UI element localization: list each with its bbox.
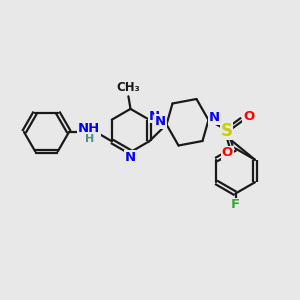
Text: NH: NH	[78, 122, 100, 135]
Text: CH₃: CH₃	[116, 81, 140, 94]
Text: N: N	[148, 110, 160, 123]
Text: N: N	[124, 151, 136, 164]
Text: H: H	[85, 134, 94, 144]
Text: N: N	[155, 115, 166, 128]
Text: O: O	[222, 146, 233, 159]
Text: S: S	[220, 122, 232, 140]
Text: O: O	[243, 110, 254, 123]
Text: N: N	[209, 111, 220, 124]
Text: F: F	[231, 198, 240, 212]
